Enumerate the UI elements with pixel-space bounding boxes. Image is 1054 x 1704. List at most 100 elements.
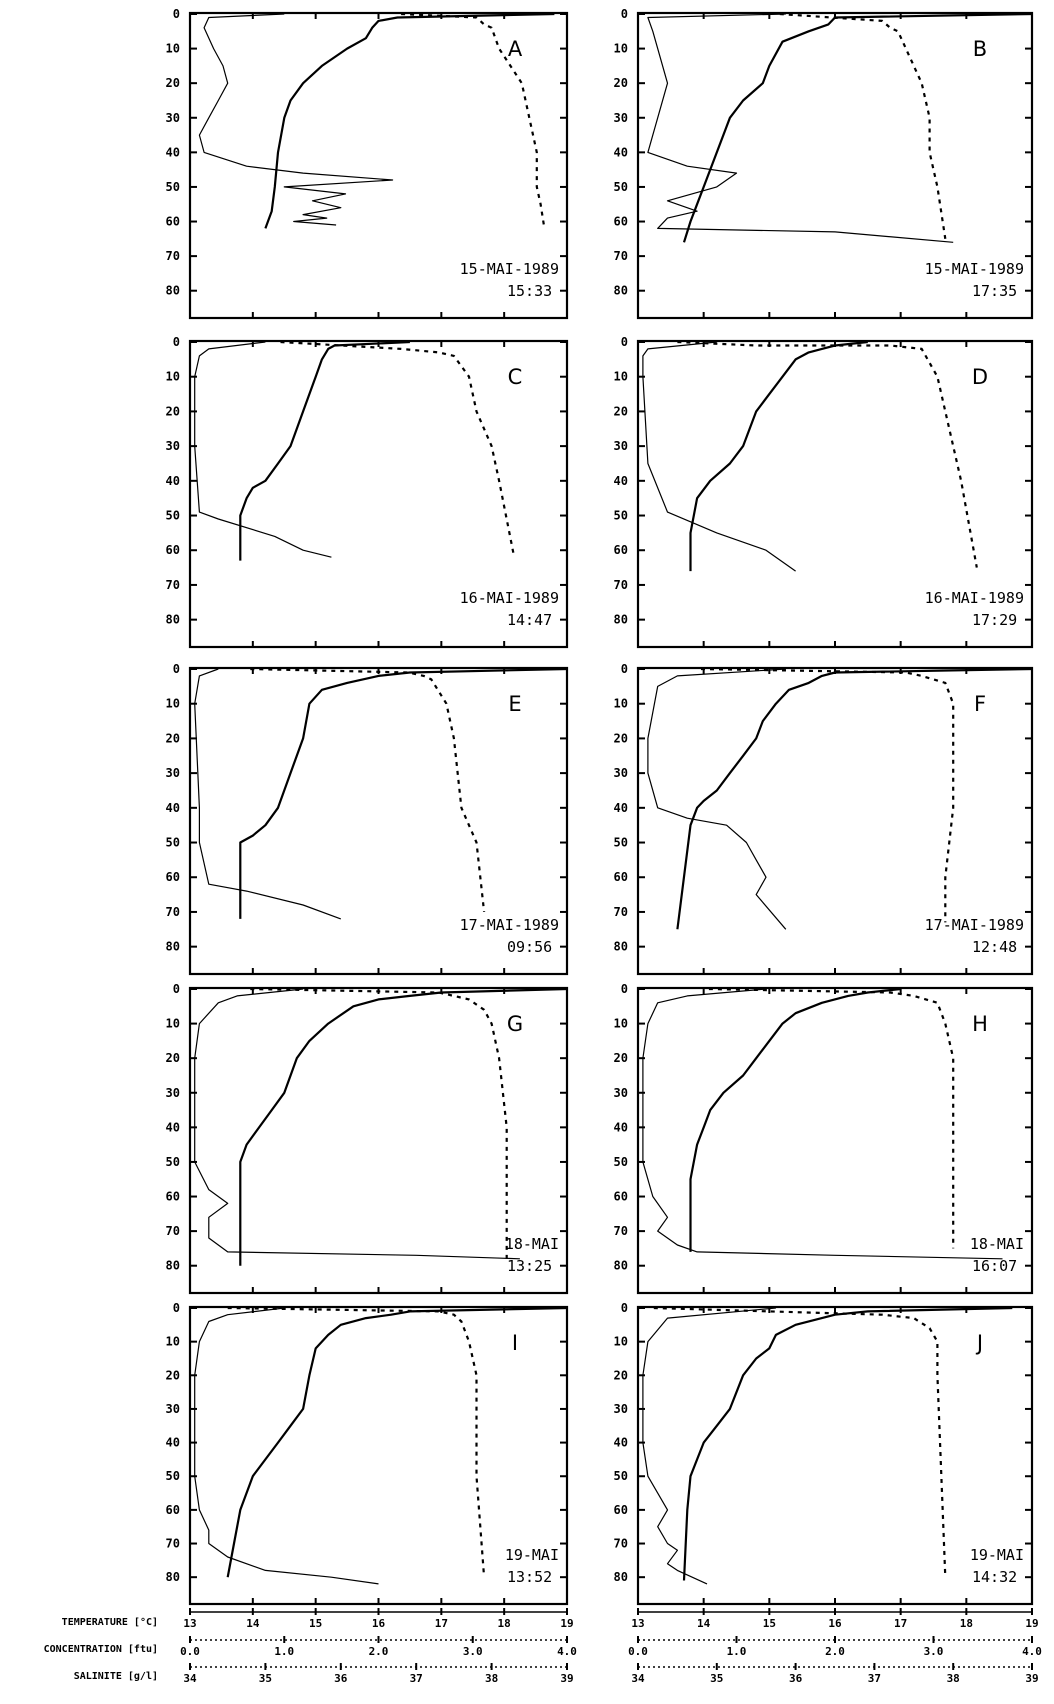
conc-scale-tick-label: 1.0 <box>727 1645 747 1658</box>
depth-tick-label: 0 <box>621 662 628 676</box>
conc-scale-tick-label: 2.0 <box>825 1645 845 1658</box>
depth-tick-label: 80 <box>166 1259 180 1273</box>
sal-scale-tick-label: 36 <box>789 1672 803 1685</box>
panel-time: 09:56 <box>507 938 552 956</box>
depth-tick-label: 30 <box>614 1402 628 1416</box>
depth-tick-label: 40 <box>614 1436 628 1450</box>
salinite-profile-line <box>700 667 955 923</box>
conc-scale-tick-label: 2.0 <box>369 1645 389 1658</box>
depth-tick-label: 60 <box>614 1190 628 1204</box>
depth-tick-label: 50 <box>614 1155 628 1169</box>
depth-tick-label: 60 <box>166 215 180 229</box>
depth-tick-label: 70 <box>166 249 180 263</box>
depth-tick-label: 0 <box>621 1301 628 1315</box>
depth-tick-label: 80 <box>166 613 180 627</box>
sal-scale-tick-label: 37 <box>868 1672 881 1685</box>
depth-tick-label: 50 <box>166 1469 180 1483</box>
salinite-profile-line <box>227 1306 486 1578</box>
depth-tick-label: 20 <box>614 404 628 418</box>
salinite-profile-line <box>708 987 955 1249</box>
panel-time: 16:07 <box>972 1257 1017 1275</box>
depth-tick-label: 60 <box>614 543 628 557</box>
depth-tick-label: 30 <box>614 1086 628 1100</box>
temperature-profile-line <box>239 667 568 919</box>
depth-tick-label: 60 <box>166 1190 180 1204</box>
sal-scale-tick-label: 39 <box>560 1672 573 1685</box>
depth-tick-label: 30 <box>166 1086 180 1100</box>
depth-tick-label: 70 <box>614 1537 628 1551</box>
temp-scale-tick-label: 18 <box>498 1617 511 1630</box>
salinite-profile-line <box>401 12 546 229</box>
sal-scale-tick-label: 38 <box>485 1672 498 1685</box>
depth-tick-label: 30 <box>614 439 628 453</box>
depth-tick-label: 80 <box>614 940 628 954</box>
depth-tick-label: 80 <box>166 940 180 954</box>
depth-tick-label: 80 <box>166 284 180 298</box>
depth-tick-label: 20 <box>614 1051 628 1065</box>
panel-d: 0 10 20 30 40 50 60 70 80 D 16-MAI-1989 17:29 <box>614 335 1034 649</box>
depth-tick-label: 60 <box>166 1503 180 1517</box>
concentration-profile-line <box>647 13 954 243</box>
conc-scale-tick-label: 0.0 <box>180 1645 200 1658</box>
temperature-profile-line <box>676 667 1033 930</box>
depth-tick-label: 0 <box>173 335 180 349</box>
panel-time: 12:48 <box>972 938 1017 956</box>
salinite-profile-line <box>250 667 486 913</box>
panel-g: 0 10 20 30 40 50 60 70 80 G 18-MAI 13:25 <box>166 982 569 1295</box>
salinite-profile-line <box>677 340 978 568</box>
depth-tick-label: 50 <box>614 180 628 194</box>
depth-tick-label: 0 <box>621 7 628 21</box>
depth-tick-label: 60 <box>166 870 180 884</box>
depth-tick-label: 80 <box>614 1259 628 1273</box>
panel-letter: F <box>974 692 986 716</box>
temp-scale-tick-label: 13 <box>183 1617 196 1630</box>
temperature-axis-label: TEMPERATURE [°C] <box>62 1617 158 1628</box>
panel-date: 19-MAI <box>970 1546 1024 1564</box>
depth-tick-label: 0 <box>173 662 180 676</box>
salinite-profile-line <box>280 340 516 558</box>
conc-scale-tick-label: 1.0 <box>274 1645 294 1658</box>
conc-scale-tick-label: 3.0 <box>924 1645 944 1658</box>
depth-tick-label: 10 <box>166 1017 180 1031</box>
temp-scale-tick-label: 16 <box>828 1617 842 1630</box>
depth-tick-label: 10 <box>166 1335 180 1349</box>
panel-j: 0 10 20 30 40 50 60 70 80 J 19-MAI 14:32 <box>614 1301 1034 1606</box>
depth-tick-label: 40 <box>166 145 180 159</box>
sal-scale-tick-label: 37 <box>410 1672 423 1685</box>
sal-scale-tick-label: 35 <box>710 1672 723 1685</box>
sal-scale-tick-label: 38 <box>947 1672 960 1685</box>
depth-tick-label: 50 <box>166 1155 180 1169</box>
panel-letter: B <box>973 37 987 61</box>
depth-tick-label: 80 <box>614 284 628 298</box>
temp-scale-tick-label: 15 <box>309 1617 322 1630</box>
panel-letter: I <box>512 1331 518 1355</box>
panel-letter: H <box>972 1012 988 1036</box>
bottom-scales-col-1: 13 14 15 16 17 18 19 0.0 1.0 2.0 3.0 4.0 34 35 36 37 38 3… <box>180 1608 577 1685</box>
temp-scale-tick-label: 18 <box>960 1617 973 1630</box>
depth-tick-label: 70 <box>166 578 180 592</box>
temperature-profile-line <box>239 987 568 1266</box>
depth-tick-label: 50 <box>614 1469 628 1483</box>
depth-tick-label: 20 <box>614 76 628 90</box>
depth-tick-label: 20 <box>166 731 180 745</box>
depth-tick-label: 60 <box>614 215 628 229</box>
bottom-axes: TEMPERATURE [°C] CONCENTRATION [ftu] SAL… <box>44 1608 1042 1685</box>
panel-i: 0 10 20 30 40 50 60 70 80 I 19-MAI 13:52 <box>166 1301 569 1606</box>
concentration-axis-label: CONCENTRATION [ftu] <box>44 1644 158 1655</box>
panel-e: 0 10 20 30 40 50 60 70 80 E 17-MAI-1989 09:56 <box>166 662 569 976</box>
panel-date: 17-MAI-1989 <box>460 916 559 934</box>
depth-tick-label: 70 <box>166 1224 180 1238</box>
depth-tick-label: 30 <box>166 1402 180 1416</box>
depth-tick-label: 10 <box>614 1017 628 1031</box>
panel-time: 17:29 <box>972 611 1017 629</box>
panel-f: 0 10 20 30 40 50 60 70 80 F 17-MAI-1989 12:48 <box>614 662 1034 976</box>
temperature-profile-line <box>682 12 1033 243</box>
concentration-profile-line <box>194 668 342 920</box>
depth-tick-label: 50 <box>166 180 180 194</box>
conc-scale-tick-label: 3.0 <box>463 1645 483 1658</box>
sal-scale-tick-label: 34 <box>183 1672 197 1685</box>
concentration-profile-line <box>642 341 796 572</box>
panel-h: 0 10 20 30 40 50 60 70 80 H 18-MAI 16:07 <box>614 982 1034 1295</box>
panel-time: 14:47 <box>507 611 552 629</box>
panels-layer: 0 10 20 30 40 50 60 70 80 A 15-MAI-1989 15:33 0 10 20 3… <box>166 7 1034 1606</box>
